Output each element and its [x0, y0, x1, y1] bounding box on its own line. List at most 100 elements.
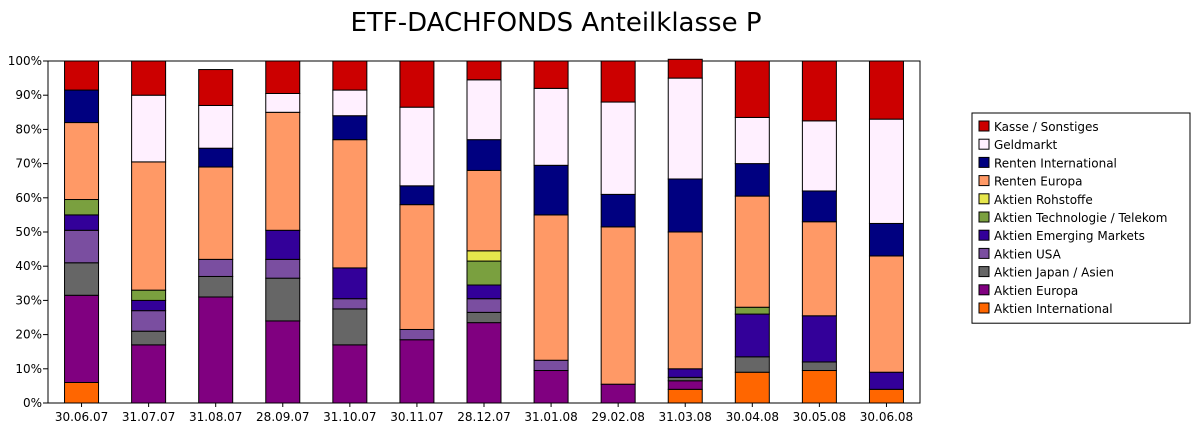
bar-segment [332, 344, 368, 404]
legend-item: Aktien USA [978, 247, 1062, 261]
bar-segment [64, 262, 100, 296]
x-tick-label: 31.03.08 [659, 410, 712, 424]
y-tick-label: 80% [15, 122, 42, 136]
bar-segment [801, 190, 837, 223]
y-tick-label: 20% [15, 328, 42, 342]
bar-segment [868, 371, 904, 390]
legend-item: Aktien International [978, 302, 1113, 316]
legend-label: Aktien Europa [994, 284, 1078, 298]
bar-segment [466, 311, 502, 324]
bar-segment [332, 308, 368, 346]
bar-segment [198, 69, 234, 106]
bar-segment [734, 356, 770, 373]
plot-area: 0% 10% 20% 30% 40% 50% 60% 70% 80% 90% 100% 30.06.0… [8, 54, 921, 424]
bar-segment [868, 118, 904, 224]
y-tick-label: 90% [15, 88, 42, 102]
bar-stack [131, 60, 167, 404]
legend-swatch [978, 120, 990, 132]
bar-segment [533, 87, 569, 166]
bar-segment [265, 92, 301, 113]
bar-segment [332, 139, 368, 269]
bar-segment [533, 164, 569, 216]
x-tick-label: 31.01.08 [524, 410, 577, 424]
legend-item: Aktien Japan / Asien [978, 266, 1114, 280]
bar-segment [332, 89, 368, 117]
bar-segment [265, 111, 301, 231]
bar-segment [466, 139, 502, 171]
bar-stack [533, 60, 569, 404]
bar-segment [734, 195, 770, 308]
legend-swatch [978, 247, 990, 259]
bar-segment [734, 163, 770, 197]
bar-segment [64, 89, 100, 124]
legend-item: Aktien Technologie / Telekom [978, 211, 1167, 225]
legend-item: Geldmarkt [978, 138, 1058, 152]
legend-item: Kasse / Sonstiges [978, 120, 1099, 134]
bar-segment [667, 178, 703, 233]
bar-segment [600, 226, 636, 385]
x-tick-label: 31.07.07 [122, 410, 175, 424]
legend-swatch [978, 175, 990, 187]
bar-segment [399, 204, 435, 330]
bar-segment [667, 368, 703, 378]
bar-segment [64, 214, 100, 231]
legend-swatch [978, 302, 990, 314]
bar-segment [868, 388, 904, 404]
y-tick-label: 50% [15, 225, 42, 239]
bar-stack [64, 60, 100, 404]
bar-segment [332, 267, 368, 300]
bar-segment [600, 101, 636, 195]
bar-segment [466, 284, 502, 300]
legend-label: Aktien International [994, 302, 1113, 316]
bar-segment [533, 359, 569, 372]
legend-label: Renten International [994, 156, 1117, 170]
x-tick-label: 29.02.08 [591, 410, 644, 424]
legend-item: Renten Europa [978, 175, 1082, 189]
bar-segment [131, 289, 167, 301]
x-tick-label: 30.06.07 [55, 410, 108, 424]
bar-segment [198, 275, 234, 298]
bar-segment [399, 60, 435, 108]
bar-segment [265, 229, 301, 260]
bar-segment [466, 169, 502, 252]
legend-item: Aktien Europa [978, 284, 1078, 298]
bar-segment [131, 330, 167, 346]
legend-swatch [978, 211, 990, 223]
bar-segment [265, 320, 301, 404]
x-tick-label: 30.04.08 [726, 410, 779, 424]
bar-segment [64, 294, 100, 383]
bar-segment [265, 258, 301, 279]
bar-segment [198, 258, 234, 277]
legend-swatch [978, 229, 990, 241]
y-tick-label: 40% [15, 259, 42, 273]
bar-segment [667, 231, 703, 370]
bar-segment [265, 277, 301, 322]
bar-segment [64, 122, 100, 201]
bar-segment [198, 104, 234, 149]
legend-item: Aktien Emerging Markets [978, 229, 1145, 243]
bar-segment [667, 380, 703, 390]
bar-segment [399, 328, 435, 341]
bar-segment [734, 313, 770, 358]
y-tick-label: 30% [15, 293, 42, 307]
bar-stack [399, 60, 435, 404]
legend: Kasse / Sonstiges Geldmarkt Renten Interna… [971, 112, 1191, 324]
legend-swatch [978, 138, 990, 150]
bar-segment [734, 60, 770, 118]
bar-stack [265, 60, 301, 404]
bar-segment [801, 370, 837, 404]
bar-segment [734, 116, 770, 165]
legend-label: Aktien Japan / Asien [994, 266, 1114, 280]
bar-stack [801, 60, 837, 404]
bar-stack [466, 60, 502, 404]
legend-swatch [978, 266, 990, 278]
legend-label: Geldmarkt [994, 138, 1058, 152]
bar-stack [868, 60, 904, 404]
bar-segment [131, 310, 167, 332]
bar-segment [64, 381, 100, 404]
legend-frame [971, 112, 1191, 324]
bar-segment [600, 193, 636, 228]
y-tick-label: 60% [15, 191, 42, 205]
legend-swatch [978, 193, 990, 205]
bar-segment [64, 229, 100, 264]
